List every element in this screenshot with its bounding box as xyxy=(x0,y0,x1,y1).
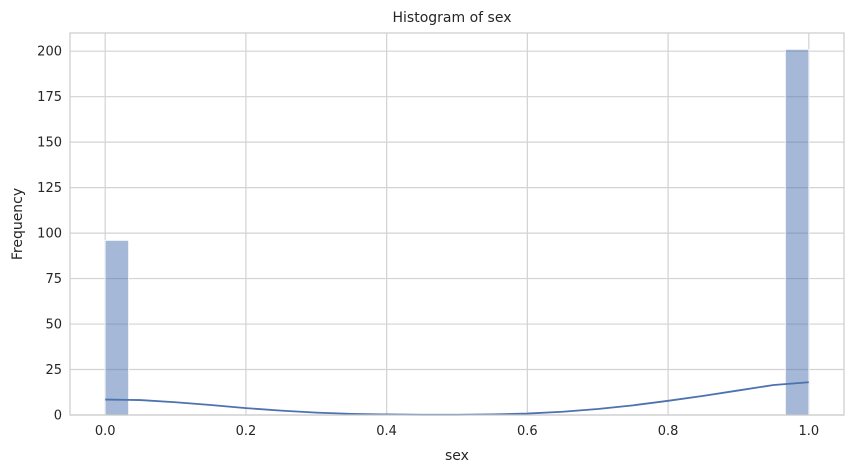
kde-line xyxy=(105,381,809,416)
kde-layer xyxy=(105,381,809,416)
x-axis-label: sex xyxy=(445,448,469,464)
y-tick-label: 150 xyxy=(37,136,62,151)
x-tick-label: 0.2 xyxy=(236,424,257,439)
y-tick-label: 100 xyxy=(37,227,62,242)
x-tick-labels: 0.0 0.2 0.4 0.6 0.8 1.0 xyxy=(95,424,819,439)
y-tick-label: 175 xyxy=(37,90,62,105)
x-tick-label: 1.0 xyxy=(798,424,819,439)
plot-frame xyxy=(69,32,845,416)
histogram-bars xyxy=(104,48,810,416)
y-tick-label: 125 xyxy=(37,181,62,196)
y-axis-label: Frequency xyxy=(10,188,26,260)
y-tick-label: 50 xyxy=(45,318,62,333)
x-tick-label: 0.0 xyxy=(95,424,116,439)
y-tick-label: 0 xyxy=(54,409,62,424)
x-tick-label: 0.4 xyxy=(376,424,397,439)
y-tick-label: 200 xyxy=(37,45,62,60)
y-tick-labels: 0 25 50 75 100 125 150 175 200 xyxy=(37,45,62,424)
histogram-bar-1 xyxy=(784,48,810,416)
chart-title: Histogram of sex xyxy=(393,10,512,26)
x-tick-label: 0.6 xyxy=(517,424,538,439)
grid-lines xyxy=(70,33,844,416)
y-tick-label: 25 xyxy=(45,363,62,378)
y-tick-label: 75 xyxy=(45,272,62,287)
x-tick-label: 0.8 xyxy=(658,424,679,439)
histogram-bar-0 xyxy=(104,239,130,416)
